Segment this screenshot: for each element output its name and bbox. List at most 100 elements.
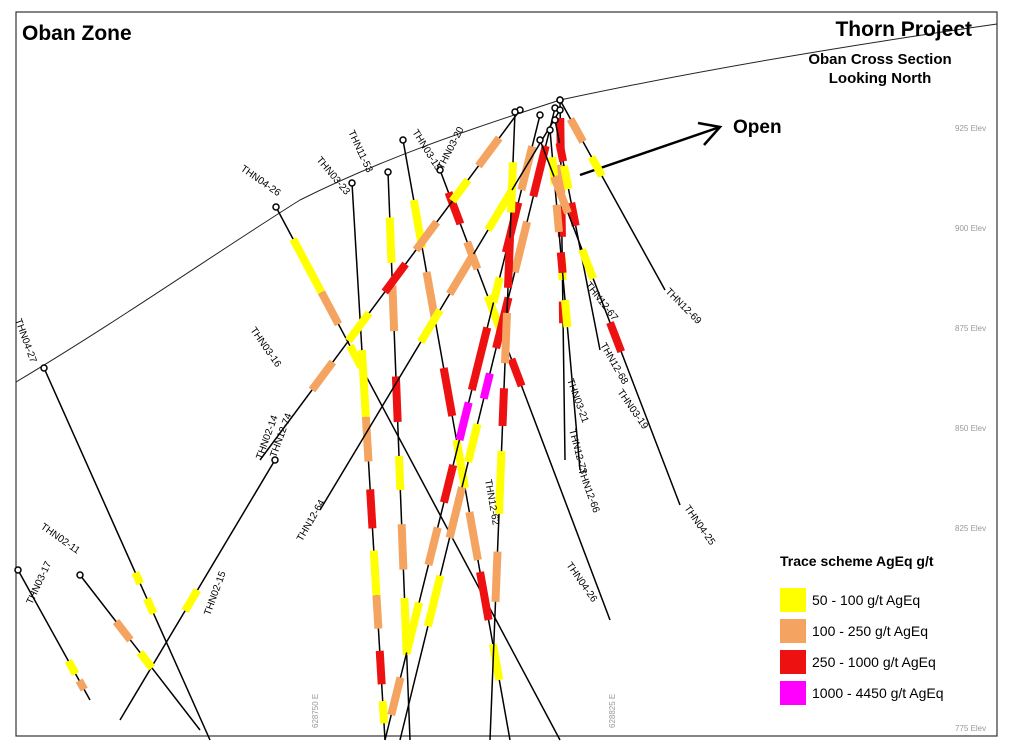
hole-label: THN02-15 [202, 570, 228, 618]
collar-marker [551, 116, 559, 124]
hole-label: THN03-21 [564, 377, 590, 425]
collar-marker [399, 136, 407, 144]
hole-label: THN12-66 [575, 467, 601, 515]
legend-item: 50 - 100 g/t AgEq [780, 587, 980, 613]
hole-label: THN02-11 [38, 521, 82, 556]
collar-marker [436, 166, 444, 174]
assay-interval [424, 574, 445, 628]
assay-interval [455, 401, 473, 441]
assay-interval [372, 594, 383, 629]
assay-interval [449, 177, 472, 204]
assay-interval [507, 162, 517, 213]
assay-interval [345, 310, 373, 344]
collar-marker [536, 136, 544, 144]
assay-interval [387, 676, 405, 716]
assay-interval [440, 464, 458, 504]
hole-label: THN12-64 [295, 498, 328, 544]
map-frame [15, 11, 998, 737]
assay-interval [491, 551, 502, 602]
assay-interval [567, 202, 580, 227]
elevation-label: 875 Elev [955, 324, 986, 333]
topography-line [15, 23, 998, 383]
assay-interval [381, 261, 409, 295]
collar-marker [511, 108, 519, 116]
assay-interval [507, 357, 526, 388]
legend-item: 100 - 250 g/t AgEq [780, 618, 980, 644]
assay-interval [131, 570, 144, 586]
assay-interval [136, 650, 156, 671]
assay-interval [578, 248, 597, 281]
collar-marker [546, 126, 554, 134]
assay-interval [395, 455, 405, 491]
assay-interval [417, 307, 444, 345]
collar-marker [536, 111, 544, 119]
assay-interval [510, 220, 531, 274]
assay-interval [446, 251, 478, 297]
easting-axis: 628750 E 628825 E [311, 694, 617, 728]
assay-interval [464, 423, 482, 463]
legend: Trace scheme AgEq g/t 50 - 100 g/t AgEq … [780, 553, 980, 711]
hole-label: THN04-25 [682, 503, 718, 547]
assay-interval [517, 145, 537, 191]
hole-label: THN11-53 [345, 129, 374, 175]
assay-interval [566, 117, 587, 144]
easting-label: 628750 E [311, 694, 320, 728]
assay-interval [498, 388, 508, 427]
elevation-label: 825 Elev [955, 524, 986, 533]
collar-marker [556, 106, 564, 114]
assay-interval [317, 290, 343, 327]
elevation-label: 900 Elev [955, 224, 986, 233]
drill-traces [17, 99, 681, 741]
collar-marker [272, 203, 280, 211]
drill-hole-trace [43, 367, 211, 741]
subtitle-line: Looking North [828, 70, 932, 87]
collars [14, 96, 564, 579]
assay-interval [402, 601, 423, 654]
project-title: Thorn Project [835, 18, 972, 41]
open-label: Open [733, 117, 782, 138]
assay-interval [112, 619, 134, 643]
legend-swatch [780, 650, 806, 674]
assay-interval [388, 285, 399, 332]
assay-interval [64, 659, 80, 676]
assay-interval [529, 144, 550, 198]
assay-interval [479, 372, 494, 400]
assay-interval [467, 326, 492, 391]
assay-interval [424, 526, 442, 566]
hole-label: THN04-26 [564, 560, 600, 604]
assay-interval [495, 450, 506, 515]
legend-label: 100 - 250 g/t AgEq [812, 623, 928, 639]
legend-label: 250 - 1000 g/t AgEq [812, 654, 936, 670]
assay-interval [369, 550, 381, 596]
assay-interval [484, 187, 516, 233]
collar-marker [40, 364, 48, 372]
legend-item: 250 - 1000 g/t AgEq [780, 649, 980, 675]
hole-label: THN12-69 [663, 286, 704, 327]
assay-interval [366, 489, 377, 529]
open-arrow [579, 121, 723, 177]
assay-interval [606, 321, 625, 354]
assay-interval [308, 359, 337, 393]
assay-interval [397, 524, 408, 570]
legend-item: 1000 - 4450 g/t AgEq [780, 680, 980, 706]
hole-label: THN03-17 [25, 559, 55, 606]
assay-interval [422, 271, 440, 321]
hole-label: THN04-26 [238, 163, 282, 199]
assay-interval [501, 312, 511, 364]
elevation-label: 775 Elev [955, 724, 986, 733]
assay-interval [587, 155, 606, 178]
assay-interval [476, 571, 493, 621]
elevation-label: 850 Elev [955, 424, 986, 433]
assay-interval [555, 142, 568, 163]
assay-interval [489, 276, 504, 304]
legend-title: Trace scheme AgEq g/t [780, 553, 934, 569]
legend-swatch [780, 619, 806, 643]
collar-marker [76, 571, 84, 579]
assay-interval [378, 700, 389, 724]
assay-interval [550, 175, 572, 215]
subtitle-line: Oban Cross Section [808, 51, 952, 68]
assay-interval [439, 367, 457, 417]
assay-interval [412, 219, 441, 253]
assay-interval [561, 299, 572, 328]
